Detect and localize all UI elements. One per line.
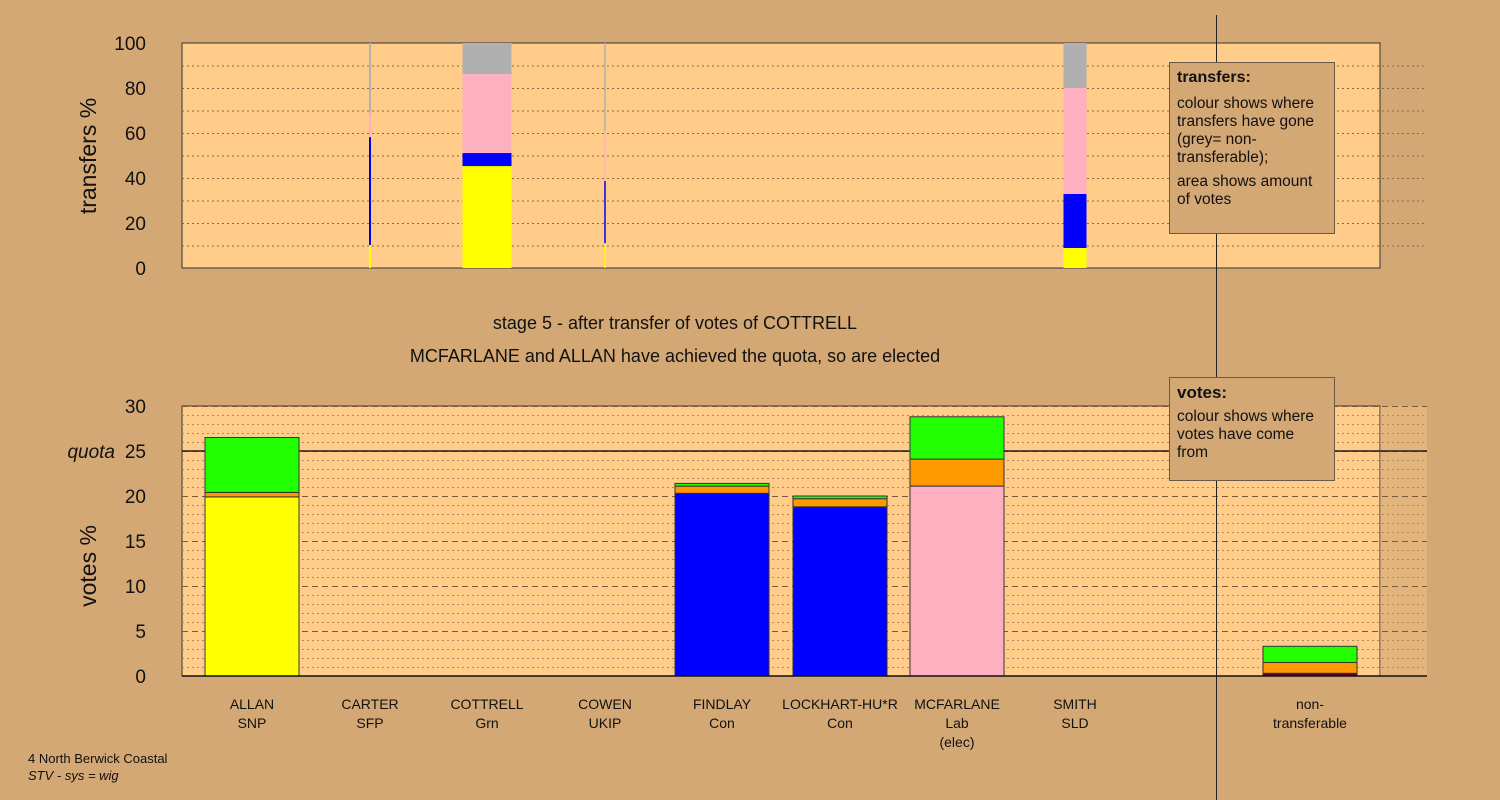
vote-segment-non-other — [1262, 662, 1358, 674]
vote-segment-allan-grn — [204, 437, 300, 493]
transfers-y-tick: 100 — [114, 34, 146, 55]
vote-segment-non-grn — [1262, 645, 1358, 663]
transfer-segment-carter-nontrans — [369, 43, 371, 113]
candidate-name: non- — [1296, 696, 1324, 712]
vote-segment-allan-snp — [204, 496, 300, 677]
transfers-legend-heading: transfers: — [1177, 69, 1251, 86]
transfer-segment-smith-snp — [1063, 247, 1087, 268]
transfer-segment-cottrell-con — [462, 153, 512, 167]
ward-name: 4 North Berwick Coastal — [28, 751, 168, 766]
quota-label: quota — [67, 442, 115, 463]
votes-y-tick: 30 — [125, 397, 146, 418]
candidate-party: Con — [709, 715, 735, 731]
candidate-party: Con — [827, 715, 853, 731]
candidate-name: COTTRELL — [450, 696, 523, 712]
candidate-party: SFP — [356, 715, 383, 731]
votes-legend-text: colour shows where votes have come from — [1177, 408, 1314, 461]
voting-system: STV - sys = wig — [28, 768, 119, 783]
vote-segment-findlay-other — [674, 485, 770, 494]
votes-y-tick: 10 — [125, 577, 146, 598]
votes-legend: votes: colour shows where votes have com… — [1169, 377, 1335, 481]
candidate-party: UKIP — [589, 715, 622, 731]
transfer-segment-cowen-lab — [604, 130, 606, 181]
transfer-segment-carter-con — [369, 137, 371, 246]
transfer-segment-smith-lab — [1063, 88, 1087, 194]
transfers-legend: transfers: colour shows where transfers … — [1169, 62, 1335, 234]
transfers-y-label: transfers % — [75, 98, 101, 214]
transfer-segment-smith-nontrans — [1063, 43, 1087, 88]
vote-segment-findlay-con — [674, 492, 770, 677]
transfers-y-tick: 60 — [125, 124, 146, 145]
stage-subtitle: MCFARLANE and ALLAN have achieved the qu… — [410, 346, 940, 366]
transfer-segment-carter-lab — [369, 112, 371, 138]
transfer-segment-cottrell-lab — [462, 74, 512, 154]
transfer-segment-cottrell-nontrans — [462, 43, 512, 75]
votes-y-tick: 0 — [135, 667, 146, 688]
vote-segment-lockharthur-other — [792, 498, 888, 508]
transfers-y-tick: 0 — [135, 259, 146, 280]
votes-y-tick: 15 — [125, 532, 146, 553]
candidate-party: Lab — [945, 715, 969, 731]
candidate-status: (elec) — [939, 734, 974, 750]
vote-segment-lockharthur-con — [792, 506, 888, 677]
candidate-name: CARTER — [341, 696, 398, 712]
votes-y-tick: 5 — [135, 622, 146, 643]
stage-title: stage 5 - after transfer of votes of COT… — [493, 313, 857, 333]
votes-y-tick: 20 — [125, 487, 146, 508]
transfers-legend-text-2: area shows amount of votes — [1177, 173, 1313, 208]
candidate-name: ALLAN — [230, 696, 274, 712]
candidate-party: transferable — [1273, 715, 1347, 731]
transfers-y-tick: 20 — [125, 214, 146, 235]
candidate-name: COWEN — [578, 696, 632, 712]
vote-segment-mcfarlane-grn — [909, 416, 1005, 460]
vote-segment-mcfarlane-other — [909, 458, 1005, 487]
transfers-legend-text-1: colour shows where transfers have gone (… — [1177, 95, 1315, 166]
transfer-segment-cottrell-snp — [462, 166, 512, 268]
transfers-y-tick: 40 — [125, 169, 146, 190]
candidate-party: SLD — [1061, 715, 1088, 731]
vote-segment-lockharthur-grn — [792, 495, 888, 500]
vote-segment-allan-other — [204, 491, 300, 498]
transfer-segment-cowen-con — [604, 180, 606, 244]
transfers-y-tick: 80 — [125, 79, 146, 100]
candidate-party: Grn — [475, 715, 498, 731]
vote-segment-findlay-grn — [674, 482, 770, 487]
votes-legend-heading: votes: — [1177, 383, 1228, 402]
transfer-segment-cowen-nontrans — [604, 43, 606, 131]
candidate-name: SMITH — [1053, 696, 1097, 712]
transfer-segment-smith-con — [1063, 193, 1087, 248]
candidate-party: SNP — [238, 715, 267, 731]
votes-y-tick: 25 — [125, 442, 146, 463]
candidate-name: MCFARLANE — [914, 696, 1000, 712]
candidate-name: LOCKHART-HU*R — [782, 696, 898, 712]
candidate-name: FINDLAY — [693, 696, 752, 712]
votes-y-label: votes % — [75, 525, 101, 607]
vote-segment-mcfarlane-lab — [909, 485, 1005, 677]
transfer-segment-carter-snp — [369, 245, 371, 268]
transfer-segment-cowen-snp — [604, 243, 606, 268]
